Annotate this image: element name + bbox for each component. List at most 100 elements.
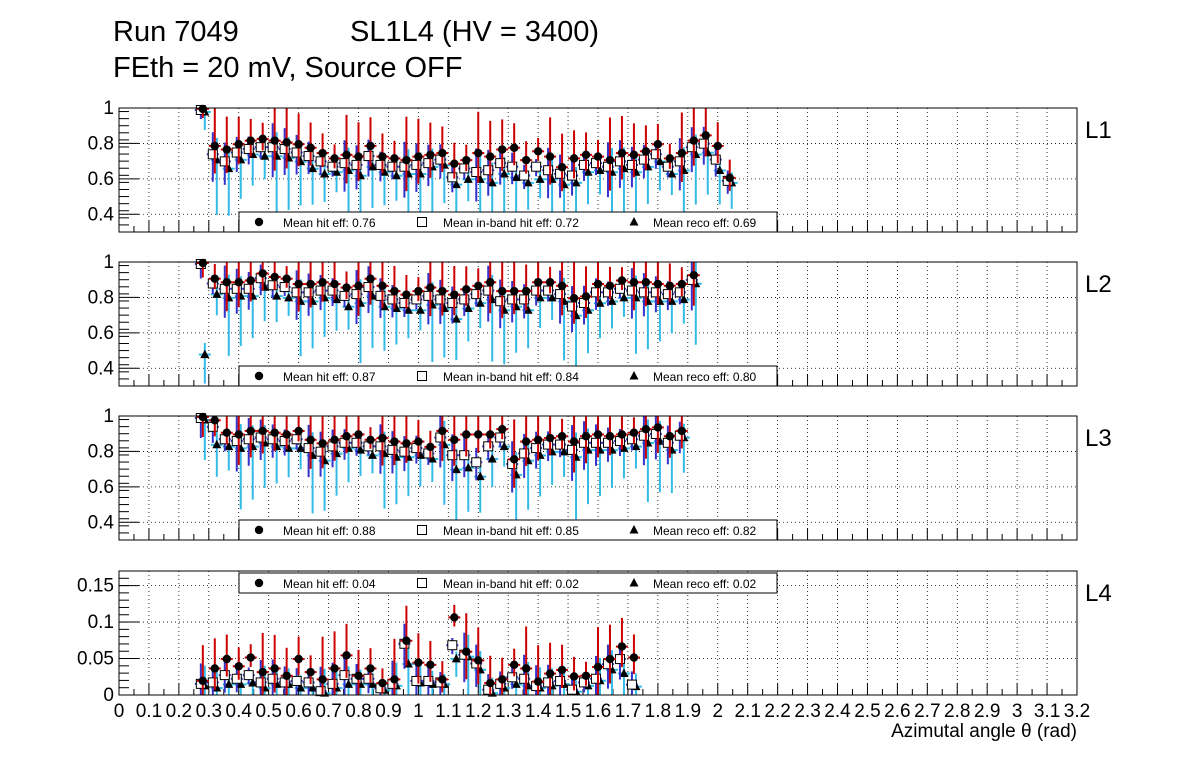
point-reco	[451, 314, 461, 323]
point-hit	[402, 636, 411, 645]
point-hit	[450, 159, 459, 168]
x-tick-label: 0.7	[315, 701, 341, 722]
point-hit	[426, 150, 435, 160]
legend-marker-inband	[417, 217, 427, 227]
point-hit	[605, 654, 615, 664]
point-hit	[629, 150, 639, 160]
point-hit	[210, 664, 219, 673]
point-hit	[318, 148, 327, 158]
point-inband	[399, 446, 410, 457]
legend-entry-hit: Mean hit eff: 0.04	[283, 577, 376, 591]
point-hit	[294, 279, 303, 289]
point-hit	[557, 665, 567, 675]
point-inband	[303, 677, 314, 688]
point-hit	[509, 660, 519, 670]
panel-l4: 0 0.05 0.1 0.15 L4 Mean hit eff: 0.04 Mean in-…	[77, 570, 1112, 706]
point-hit	[593, 279, 603, 289]
point-reco	[607, 296, 617, 305]
series-hit	[196, 258, 700, 324]
point-reco	[667, 169, 677, 178]
point-hit	[557, 281, 567, 290]
point-inband	[567, 684, 578, 695]
point-hit	[282, 430, 291, 439]
layer-label-l1: L1	[1085, 117, 1112, 144]
point-hit	[617, 642, 627, 651]
x-tick-label: 1.4	[525, 701, 552, 722]
x-tick-label: 0.3	[196, 701, 222, 722]
point-inband	[315, 446, 326, 457]
point-inband	[495, 296, 506, 307]
y-tick-label: 0.6	[88, 323, 114, 344]
point-reco	[200, 349, 210, 359]
point-reco	[535, 292, 545, 302]
point-hit	[222, 278, 231, 287]
point-reco	[224, 679, 234, 688]
point-inband	[519, 170, 530, 181]
point-inband	[411, 675, 422, 686]
point-hit	[498, 286, 507, 296]
point-inband	[351, 289, 362, 300]
point-reco	[631, 441, 641, 451]
point-inband	[411, 159, 422, 170]
point-reco	[391, 303, 401, 313]
legend: Mean hit eff: 0.04 Mean in-band hit eff: …	[238, 572, 778, 594]
x-tick-label: 2.5	[854, 701, 880, 722]
point-inband	[614, 654, 625, 665]
point-hit	[354, 671, 363, 680]
point-hit	[366, 141, 375, 151]
point-hit	[629, 653, 639, 662]
point-hit	[246, 276, 255, 285]
point-inband	[626, 285, 637, 296]
point-inband	[674, 156, 685, 167]
point-hit	[689, 136, 698, 145]
point-reco	[595, 165, 605, 174]
point-hit	[246, 136, 255, 145]
point-reco	[559, 446, 569, 456]
x-tick-label: 1.3	[495, 701, 521, 722]
y-tick-label: 0.05	[77, 649, 114, 670]
point-hit	[545, 278, 555, 287]
x-tick-label: 3.1	[1034, 701, 1060, 722]
point-inband	[591, 673, 601, 684]
point-hit	[617, 148, 627, 158]
point-reco	[391, 170, 401, 180]
point-inband	[303, 151, 314, 162]
point-hit	[701, 131, 710, 140]
run-title: Run 7049	[113, 16, 239, 48]
point-inband	[255, 677, 266, 688]
point-reco	[212, 439, 222, 449]
point-inband	[267, 673, 278, 684]
point-hit	[605, 281, 615, 290]
point-inband	[351, 159, 362, 170]
legend-entry-reco: Mean reco eff: 0.80	[653, 370, 757, 384]
point-inband	[315, 285, 326, 296]
y-tick-label: 0.6	[88, 169, 114, 190]
point-hit	[569, 437, 579, 446]
x-tick-label: 1.1	[435, 701, 461, 722]
x-axis-label: Azimutal angle θ (rad)	[891, 721, 1077, 742]
point-hit	[474, 148, 483, 158]
point-hit	[402, 439, 411, 448]
point-inband	[351, 437, 362, 448]
legend-marker-inband	[417, 578, 427, 588]
point-inband	[471, 457, 482, 468]
point-reco	[583, 167, 593, 176]
point-inband	[327, 678, 338, 689]
point-hit	[474, 656, 483, 665]
point-hit	[545, 669, 555, 678]
point-hit	[641, 147, 651, 156]
x-tick-label: 1.8	[645, 701, 671, 722]
x-tick-label: 0.4	[226, 701, 253, 722]
point-hit	[498, 424, 507, 434]
point-hit	[246, 426, 255, 436]
point-inband	[291, 675, 302, 686]
point-inband	[387, 294, 398, 305]
point-hit	[426, 442, 435, 452]
point-hit	[378, 433, 387, 443]
legend-box	[238, 211, 778, 233]
y-tick-label: 0	[103, 685, 114, 706]
point-hit	[366, 435, 375, 444]
point-hit	[533, 435, 543, 444]
y-tick-label: 0.4	[88, 358, 115, 379]
